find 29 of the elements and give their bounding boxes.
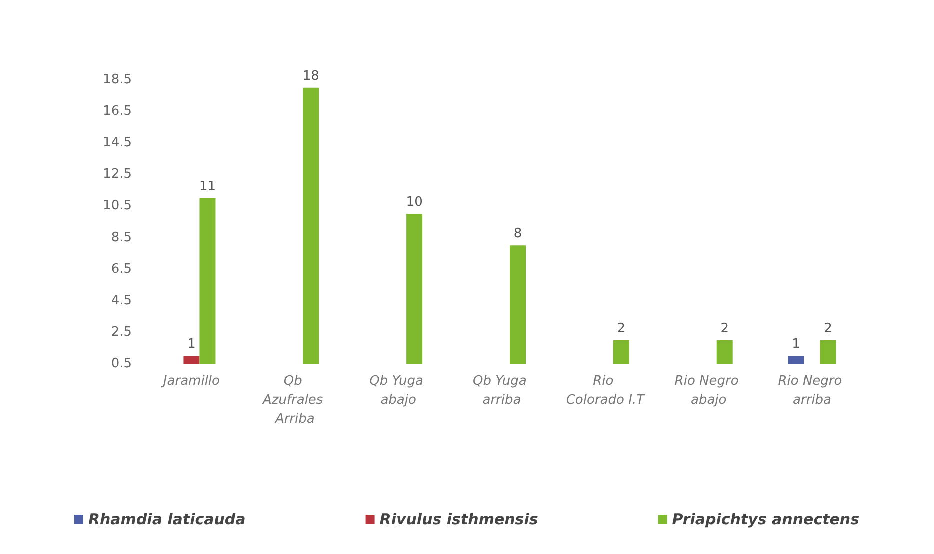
data-label: 1 xyxy=(792,337,800,352)
data-label: 18 xyxy=(302,68,320,84)
data-label: 11 xyxy=(199,179,216,194)
data-label: 2 xyxy=(720,321,729,336)
data-label: 2 xyxy=(824,321,832,336)
x-tick-label: Qb Yuga arriba xyxy=(473,374,531,408)
y-tick-label: 14.5 xyxy=(103,136,132,151)
x-tick-label: Rio Negro abajo xyxy=(674,374,743,408)
x-tick-label: Rio Colorado I.T xyxy=(566,374,646,408)
x-tick-label: Jaramillo xyxy=(160,374,220,389)
x-tick-label: Rio Negro arriba xyxy=(778,374,846,408)
y-tick-label: 4.5 xyxy=(111,293,132,308)
y-tick-label: 8.5 xyxy=(111,230,132,246)
y-tick-label: 16.5 xyxy=(103,104,132,120)
y-tick-label: 2.5 xyxy=(111,324,132,340)
legend-label: Priapichtys annectens xyxy=(672,510,860,528)
data-label: 2 xyxy=(617,321,626,336)
y-tick-label: 10.5 xyxy=(103,198,132,214)
y-tick-label: 12.5 xyxy=(103,167,132,182)
legend-label: Rivulus isthmensis xyxy=(380,510,538,528)
y-tick-label: 18.5 xyxy=(103,72,132,88)
legend-label: Rhamdia laticauda xyxy=(88,510,246,528)
data-label: 1 xyxy=(188,337,196,352)
y-tick-label: 6.5 xyxy=(111,262,132,277)
x-tick-label: Qb Yuga abajo xyxy=(370,374,428,408)
data-label: 10 xyxy=(406,195,423,210)
y-tick-label: 0.5 xyxy=(111,356,132,372)
x-tick-label: Qb Azufrales Arriba xyxy=(262,374,328,427)
data-label: 8 xyxy=(514,226,522,242)
